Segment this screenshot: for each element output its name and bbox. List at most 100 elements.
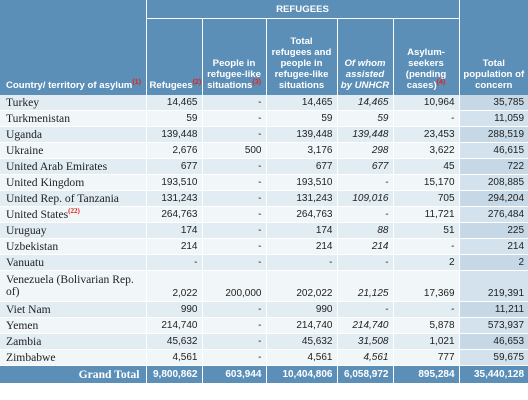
country-name: United Kingdom (6, 176, 85, 189)
cell-asylum-seekers: 15,170 (392, 174, 460, 191)
country-cell: United States(22) (0, 206, 146, 223)
cell-unhcr-assisted: - (336, 206, 393, 223)
column-header-total-population: Total population of concern (458, 18, 528, 95)
table-row: Turkey 14,465-14,465 14,465 10,964 35,785 (0, 95, 528, 111)
header-blank-cell (458, 0, 528, 19)
cell-refugees: 2,676 (145, 142, 202, 159)
cell-refugee-like: - (201, 206, 266, 223)
cell-total-refugees: 59 (265, 110, 337, 127)
cell-asylum-seekers: 11,721 (392, 206, 460, 223)
country-name: Zambia (6, 335, 42, 348)
cell-refugees: 990 (145, 301, 202, 318)
grand-total-asylum-seekers: 895,284 (392, 365, 460, 383)
cell-refugee-like: - (201, 301, 266, 318)
grand-total-refugees: 9,800,862 (145, 365, 202, 383)
cell-total-refugees: 264,763 (265, 206, 337, 223)
cell-refugees: - (145, 254, 202, 271)
country-cell: Uruguay (0, 222, 146, 239)
table-row: United Arab Emirates 677-677 677 45 722 (0, 158, 528, 175)
cell-unhcr-assisted: - (336, 254, 393, 271)
cell-asylum-seekers: 1,021 (392, 333, 460, 350)
refugees-group-header: REFUGEES (145, 0, 460, 19)
cell-total-refugees: - (265, 254, 337, 271)
country-cell: Venezuela (Bolivarian Rep. of) (0, 270, 146, 302)
country-cell: Yemen (0, 317, 146, 334)
column-header-total-refugees: Total refugees and people in refugee-lik… (265, 18, 337, 95)
cell-refugee-like: 200,000 (201, 270, 266, 302)
cell-refugees: 131,243 (145, 190, 202, 207)
cell-unhcr-assisted: 4,561 (336, 349, 393, 366)
cell-total-refugees: 990 (265, 301, 337, 318)
cell-unhcr-assisted: 88 (336, 222, 393, 239)
country-cell: Uzbekistan (0, 238, 146, 255)
cell-refugee-like: 500 (201, 142, 266, 159)
country-name: Turkmenistan (6, 112, 70, 125)
cell-asylum-seekers: - (392, 301, 460, 318)
cell-unhcr-assisted: - (336, 174, 393, 191)
cell-unhcr-assisted: 21,125 (336, 270, 393, 302)
cell-unhcr-assisted: 59 (336, 110, 393, 127)
cell-asylum-seekers: 5,878 (392, 317, 460, 334)
column-header-refugee-like: People in refugee-like situations(3) (201, 18, 266, 95)
column-header-refugees: Refugees(2) (145, 18, 202, 95)
cell-refugee-like: - (201, 110, 266, 127)
cell-unhcr-assisted: 214 (336, 238, 393, 255)
cell-total-population: 214 (458, 238, 528, 255)
table-body: Turkey 14,465-14,465 14,465 10,964 35,785 Tur… (0, 95, 528, 366)
country-name: Venezuela (Bolivarian Rep. of) (6, 273, 134, 298)
column-header-country: Country/ territory of asylum(1) (0, 18, 146, 95)
cell-total-refugees: 3,176 (265, 142, 337, 159)
cell-total-refugees: 193,510 (265, 174, 337, 191)
table-row: Uruguay 174-174 88 51 225 (0, 222, 528, 239)
country-cell: Zambia (0, 333, 146, 350)
footnote-marker: (4) (436, 78, 446, 86)
table-row: United States(22) 264,763-264,763-11,721 2… (0, 206, 528, 223)
footnote-marker: (22) (68, 207, 80, 216)
cell-total-population: 573,937 (458, 317, 528, 334)
column-header-text: Of whom assisted by UNHCR (340, 58, 390, 91)
country-name: United Arab Emirates (6, 160, 108, 173)
grand-total-refugee-like: 603,944 (201, 365, 266, 383)
cell-refugee-like: - (201, 222, 266, 239)
table-row: Uganda 139,448-139,448 139,448 23,453 288,51… (0, 126, 528, 143)
grand-total-total-refugees: 10,404,806 (265, 365, 337, 383)
country-name: Uganda (6, 128, 43, 141)
cell-total-population: 722 (458, 158, 528, 175)
cell-total-refugees: 677 (265, 158, 337, 175)
cell-total-population: 276,484 (458, 206, 528, 223)
cell-total-population: 288,519 (458, 126, 528, 143)
cell-refugee-like: - (201, 95, 266, 111)
column-header-text: Total population of concern (463, 58, 525, 91)
cell-total-refugees: 4,561 (265, 349, 337, 366)
country-cell: United Arab Emirates (0, 158, 146, 175)
table-row: Zimbabwe 4,561-4,561 4,561 777 59,675 (0, 349, 528, 366)
country-name: Yemen (6, 319, 39, 332)
cell-refugees: 264,763 (145, 206, 202, 223)
cell-refugees: 193,510 (145, 174, 202, 191)
country-cell: United Rep. of Tanzania (0, 190, 146, 207)
country-name: Uzbekistan (6, 240, 59, 253)
cell-total-refugees: 214 (265, 238, 337, 255)
country-cell: Zimbabwe (0, 349, 146, 366)
cell-refugees: 4,561 (145, 349, 202, 366)
cell-refugee-like: - (201, 317, 266, 334)
cell-unhcr-assisted: 298 (336, 142, 393, 159)
cell-asylum-seekers: - (392, 238, 460, 255)
cell-asylum-seekers: 705 (392, 190, 460, 207)
cell-total-refugees: 202,022 (265, 270, 337, 302)
country-cell: Vanuatu (0, 254, 146, 271)
country-cell: Ukraine (0, 142, 146, 159)
cell-asylum-seekers: 2 (392, 254, 460, 271)
cell-asylum-seekers: 51 (392, 222, 460, 239)
footnote-marker: (1) (132, 78, 141, 86)
cell-total-population: 46,615 (458, 142, 528, 159)
cell-asylum-seekers: 777 (392, 349, 460, 366)
cell-total-population: 208,885 (458, 174, 528, 191)
cell-refugees: 174 (145, 222, 202, 239)
cell-refugees: 139,448 (145, 126, 202, 143)
grand-total-row: Grand Total 9,800,862 603,944 10,404,806… (0, 365, 528, 383)
column-header-row: Country/ territory of asylum(1) Refugees… (0, 18, 528, 95)
cell-total-population: 11,059 (458, 110, 528, 127)
header-group-row: REFUGEES (0, 0, 528, 19)
cell-refugees: 45,632 (145, 333, 202, 350)
